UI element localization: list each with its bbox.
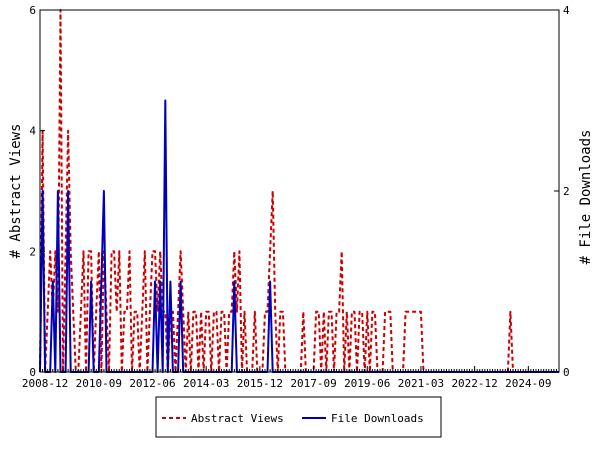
y-left-tick-label: 0 <box>29 366 36 379</box>
ticks-layer: 2008-12 2010-09 2012-06 2014-03 2015-12 2017-… <box>22 4 570 390</box>
x-tick-label: 2019-06 <box>344 377 390 390</box>
legend-label-file-downloads: File Downloads <box>331 412 424 425</box>
y-left-tick-label: 2 <box>29 245 36 258</box>
y-axis-right-title: # File Downloads <box>578 130 594 265</box>
y-axis-left-title: # Abstract Views <box>8 124 24 259</box>
x-tick-label: 2015-12 <box>237 377 283 390</box>
legend: Abstract Views File Downloads <box>155 396 442 438</box>
legend-box <box>155 396 442 438</box>
y-right-tick-label: 2 <box>563 185 570 198</box>
y-right-tick-label: 0 <box>563 366 570 379</box>
x-tick-label: 2024-09 <box>505 377 551 390</box>
x-tick-label: 2008-12 <box>22 377 68 390</box>
x-tick-label: 2012-06 <box>129 377 175 390</box>
y-right-tick-label: 4 <box>563 4 570 17</box>
x-tick-label: 2022-12 <box>451 377 497 390</box>
y-left-tick-label: 6 <box>29 4 36 17</box>
x-tick-label: 2010-09 <box>76 377 122 390</box>
x-tick-label: 2017-09 <box>290 377 336 390</box>
x-tick-label: 2021-03 <box>398 377 444 390</box>
x-tick-label: 2014-03 <box>183 377 229 390</box>
legend-label-abstract-views: Abstract Views <box>191 412 284 425</box>
y-left-tick-label: 4 <box>29 125 36 138</box>
